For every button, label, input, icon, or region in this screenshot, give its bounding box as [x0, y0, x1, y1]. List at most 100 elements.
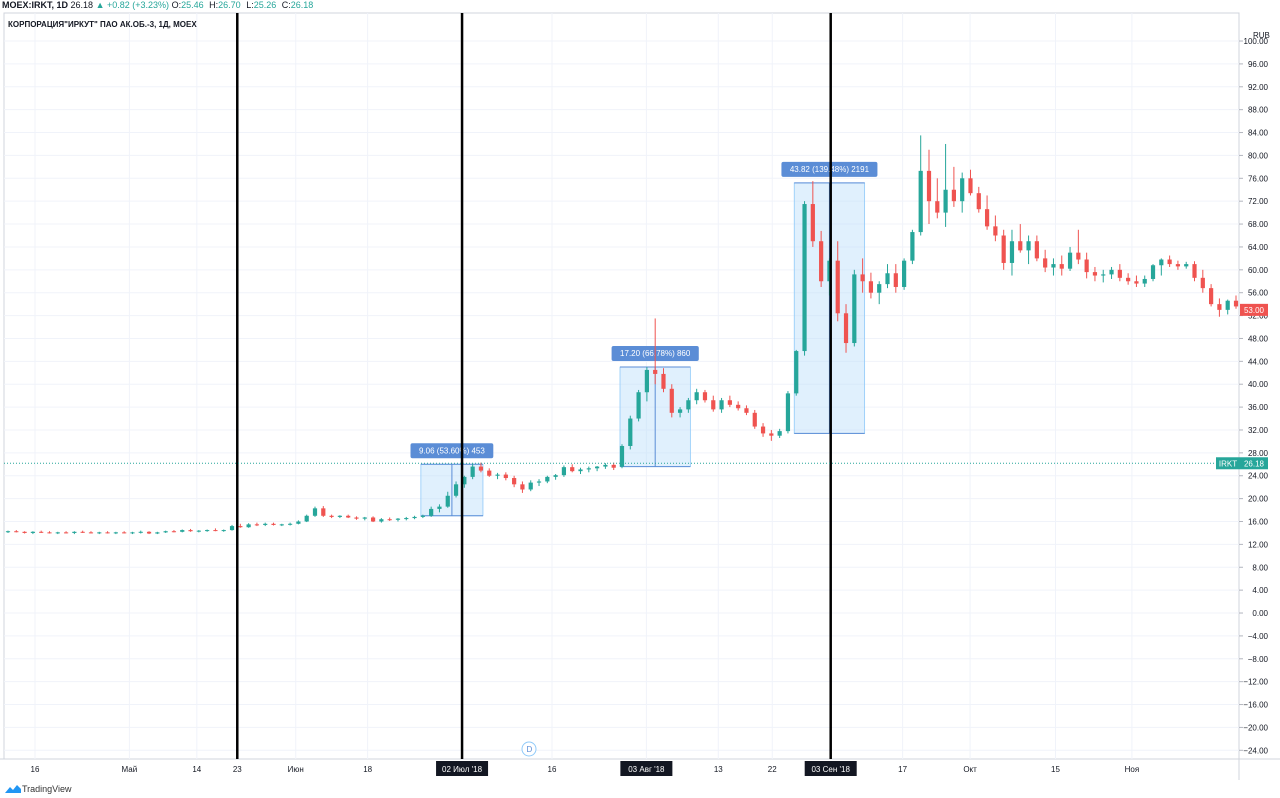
candle-body [354, 517, 359, 519]
candle-body [951, 189, 956, 202]
candle-body [487, 470, 492, 476]
candle-body [711, 400, 716, 410]
y-tick-label: 44.00 [1248, 357, 1269, 366]
x-tick-label: Окт [963, 765, 977, 774]
candle [362, 516, 367, 521]
candle-body [470, 466, 475, 477]
candle-body [1209, 288, 1214, 305]
candle-body [155, 532, 160, 534]
candle-body [669, 388, 674, 413]
candle-body [1150, 265, 1156, 279]
candle [346, 514, 351, 519]
low-value: 25.26 [253, 0, 277, 10]
candle [711, 395, 716, 412]
candle-body [279, 524, 284, 526]
candle-body [968, 178, 973, 194]
candle [702, 389, 708, 403]
candle [113, 531, 118, 535]
close-label: C: [281, 0, 291, 10]
range-badge-label: 9.06 (53.60%) 453 [419, 446, 485, 455]
candle [387, 517, 392, 521]
candle-body [1184, 264, 1189, 267]
candle [470, 463, 475, 480]
candle [570, 464, 575, 473]
x-tick-label: 16 [31, 765, 40, 774]
candle [370, 516, 376, 523]
candle [1209, 284, 1214, 307]
candle [478, 462, 484, 473]
candle-body [769, 433, 774, 436]
candle [1126, 273, 1131, 285]
d-marker[interactable]: D [521, 741, 537, 757]
candle [1051, 258, 1056, 276]
candle-body [736, 404, 741, 409]
candle-body [885, 273, 890, 285]
candle-body [1043, 258, 1048, 268]
tradingview-brand[interactable]: TradingView [22, 784, 72, 794]
candle-body [628, 418, 633, 446]
candle-body [644, 369, 649, 393]
candle-body [229, 526, 235, 531]
candle [553, 474, 558, 480]
candle [1026, 235, 1031, 265]
candle [288, 522, 293, 526]
candle-body [1117, 269, 1122, 278]
candle-body [39, 531, 44, 533]
candle-body [163, 531, 168, 533]
candle [196, 530, 201, 533]
candle-body [329, 515, 334, 517]
candle-body [677, 409, 683, 413]
candle [5, 530, 11, 533]
candle-body [1101, 274, 1106, 276]
candle [686, 397, 691, 413]
symbol-name[interactable]: MOEX:IRKT, 1D [2, 0, 69, 10]
candle-body [429, 508, 434, 516]
candle [1034, 235, 1039, 262]
candle [1059, 255, 1064, 276]
candle [1043, 249, 1048, 273]
price-axis[interactable]: 100.00 96.00 92.00 88.00 84.00 80.00 76.00 72.0… [1216, 37, 1269, 755]
x-tick-label: 13 [714, 765, 723, 774]
candle-body [1142, 278, 1147, 284]
range-badge [410, 443, 494, 459]
candle [736, 401, 741, 411]
candle-body [636, 392, 641, 419]
candle-body [1092, 272, 1098, 276]
y-tick-label: 32.00 [1248, 426, 1269, 435]
candle [138, 530, 143, 534]
candle [503, 472, 508, 481]
candle-body [180, 530, 185, 532]
candle [1018, 224, 1023, 253]
candle [628, 415, 633, 450]
candle-body [97, 532, 102, 534]
candle-body [570, 467, 575, 472]
candle [321, 506, 326, 517]
candle-body [553, 475, 558, 477]
candle [337, 515, 342, 519]
candle-body [960, 178, 965, 202]
y-tick-label: 24.00 [1248, 472, 1269, 481]
candle [993, 215, 998, 242]
candle-body [304, 515, 309, 522]
candle [72, 531, 77, 535]
last-price: 26.18 [70, 0, 94, 10]
candle [595, 466, 600, 472]
candle [984, 195, 990, 230]
candle [88, 531, 94, 534]
candle-body [520, 484, 525, 490]
y-tick-label: 64.00 [1248, 243, 1269, 252]
candle-body [727, 400, 732, 405]
candle-body [653, 369, 658, 374]
candle [827, 258, 832, 296]
candle-body [976, 193, 981, 210]
candle-body [777, 431, 782, 436]
time-axis[interactable]: 16 Май 14 23 Июн 18 02 Июл '18 16 03 Авг '18 13 22… [31, 761, 1140, 776]
footer: TradingView [0, 780, 1280, 798]
tradingview-logo-icon [5, 785, 21, 793]
candle-body [619, 445, 625, 467]
candlestick-series [5, 135, 1239, 535]
x-tick-label: 17 [898, 765, 907, 774]
candle [669, 384, 674, 418]
candle [512, 475, 517, 488]
